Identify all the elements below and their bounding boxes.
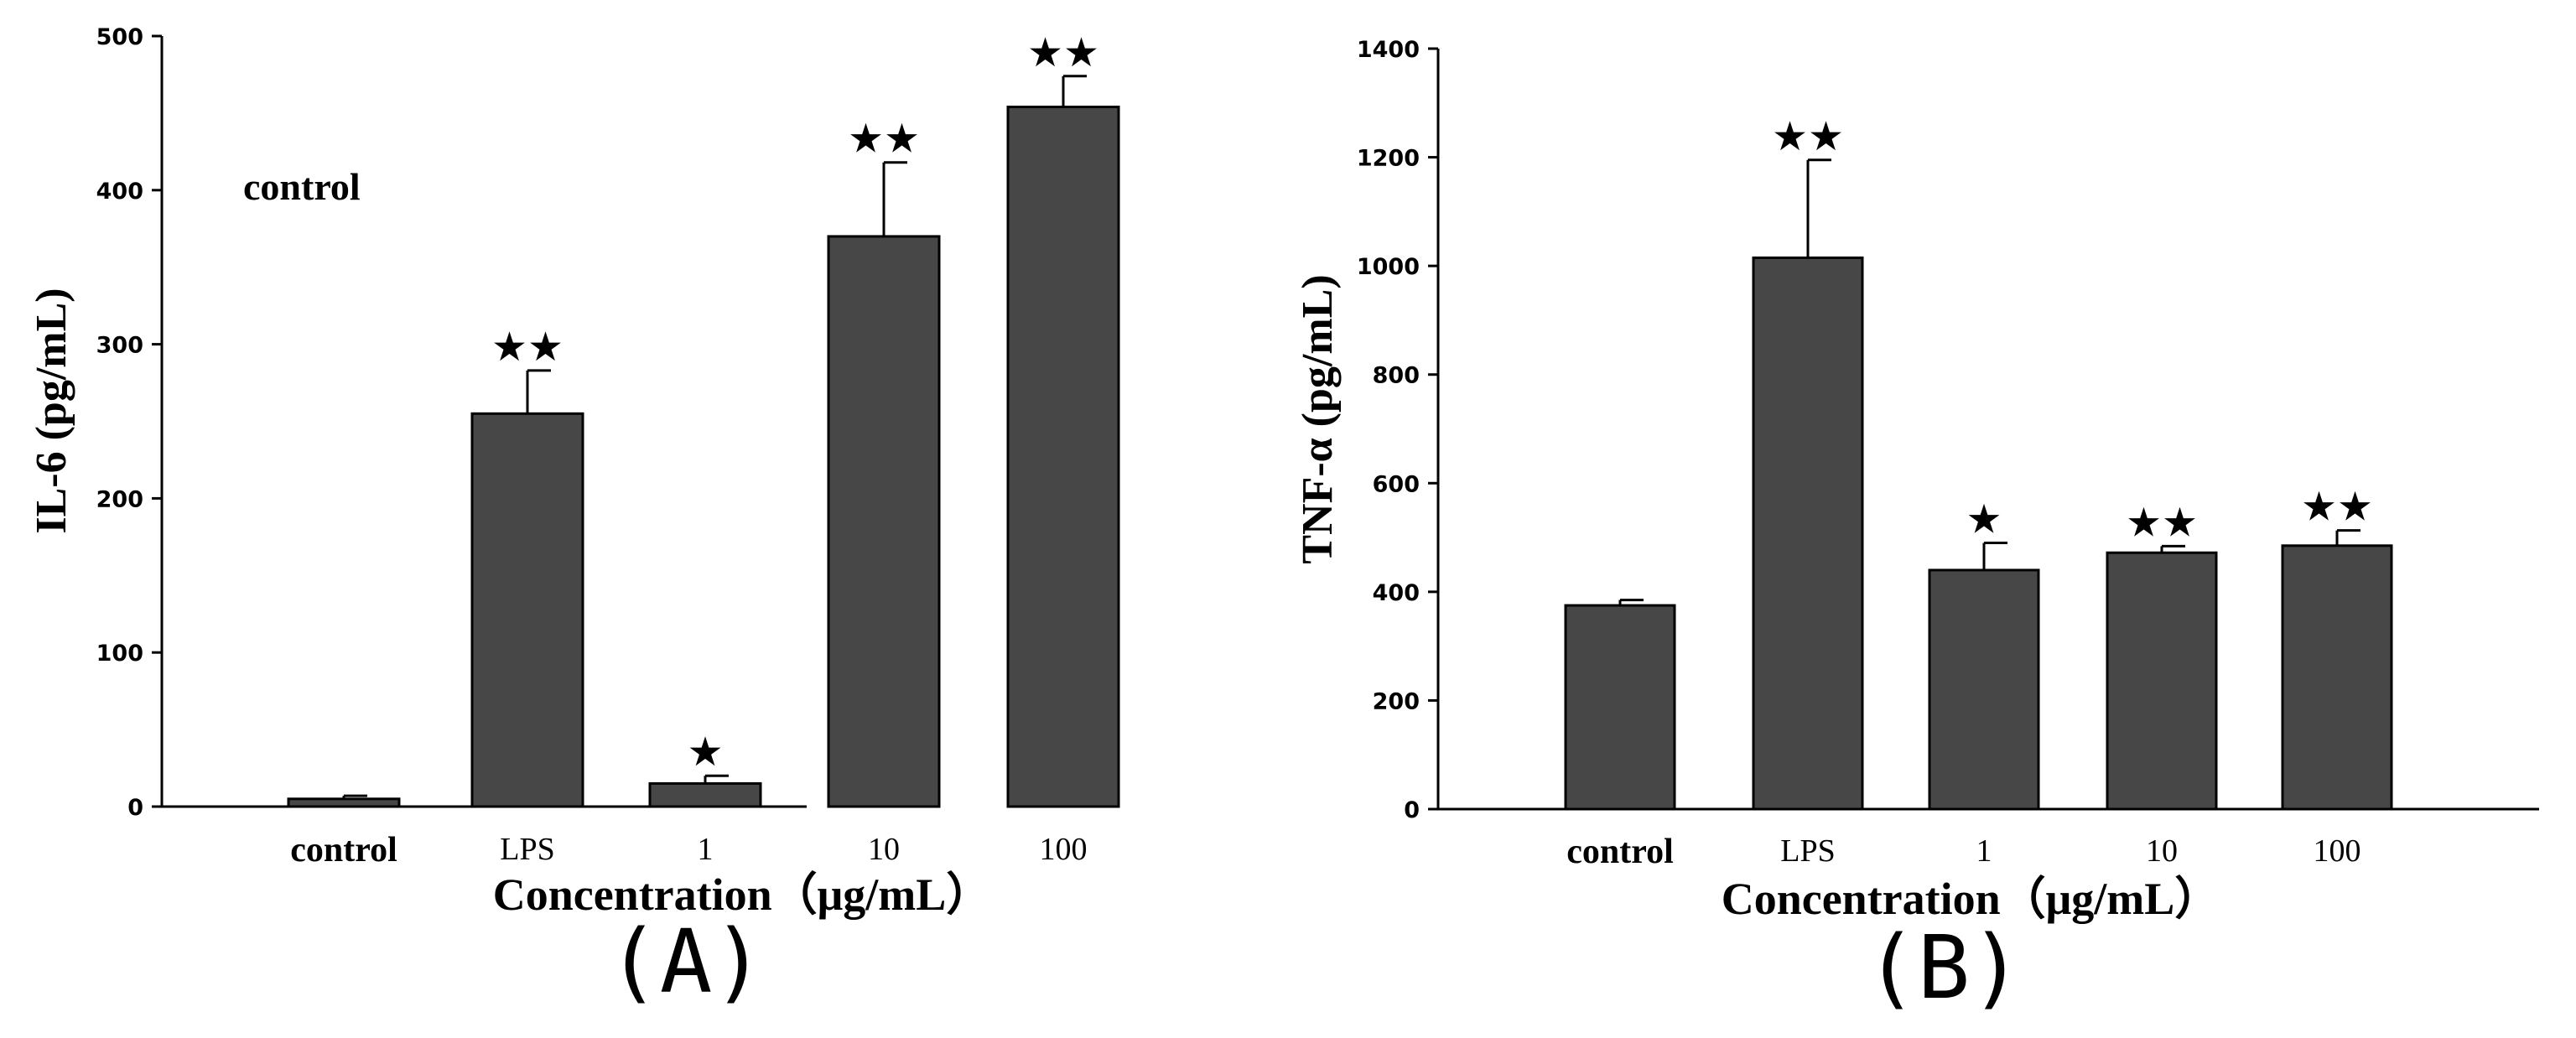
panel-b-y-tick-label: 0: [1404, 797, 1420, 823]
panel-b-bar: [1564, 604, 1676, 811]
panel-b-y-tick-label: 600: [1373, 471, 1420, 497]
panel-a-y-tick-label: 0: [127, 795, 143, 821]
panel-a-significance-label: ★★: [491, 324, 564, 371]
panel-b-y-tick-label: 200: [1373, 688, 1420, 714]
panel-b-x-axis-label: Concentration（μg/mL）: [1722, 874, 2220, 924]
panel-b-bar: [1928, 568, 2040, 811]
panel-a-y-tick-label: 200: [96, 486, 143, 512]
panel-b-y-tick-label: 1400: [1357, 37, 1420, 63]
panel-b-significance-label: ★★: [2126, 499, 2198, 546]
panel-a-caption: (A): [607, 911, 765, 1013]
panel-b-y-tick-label: 800: [1373, 363, 1420, 389]
panel-a-bar: [648, 781, 762, 808]
panel-b-y-tick-label: 1000: [1357, 254, 1420, 280]
panel-b-category-label: LPS: [1780, 833, 1835, 869]
panel-a-category-label: 10: [868, 832, 900, 867]
panel-b-caption: (B): [1865, 916, 2023, 1019]
panel-a-x-axis-label: Concentration（μg/mL）: [493, 869, 992, 920]
panel-b-bar: [2281, 544, 2393, 811]
panel-b-y-tick-label: 400: [1373, 580, 1420, 606]
panel-a-significance-label: ★: [687, 729, 723, 776]
panel-b-significance-label: ★: [1966, 496, 2002, 543]
panel-a-bar: [1006, 106, 1120, 808]
panel-a-category-label: 100: [1040, 832, 1088, 867]
panel-a-category-label: 1: [698, 832, 714, 867]
panel-b-y-axis-label: TNF-α (pg/mL): [1294, 274, 1342, 563]
panel-b-bar: [2106, 551, 2218, 811]
chart-panel-a: control IL-6 (pg/mL) Concentration（μg/mL…: [28, 24, 1120, 1013]
panel-a-category-label: LPS: [500, 832, 554, 867]
panel-a-significance-label: ★★: [848, 116, 920, 163]
panel-a-y-tick-label: 300: [96, 333, 143, 359]
panel-a-y-tick-label: 100: [96, 641, 143, 667]
panel-b-bar: [1752, 256, 1864, 811]
panel-b-significance-label: ★★: [2301, 484, 2373, 531]
panel-a-y-tick-label: 400: [96, 179, 143, 205]
panel-b-category-label: control: [1566, 833, 1674, 871]
panel-b-significance-label: ★★: [1772, 113, 1844, 160]
panel-a-bar: [470, 412, 584, 808]
panel-b-category-label: 1: [1976, 833, 1992, 869]
panel-a-bar: [827, 235, 941, 808]
panel-a-category-label: control: [290, 831, 397, 869]
panel-b-y-tick-label: 1200: [1357, 146, 1420, 172]
panel-a-y-tick-label: 500: [96, 24, 143, 50]
chart-panel-b: TNF-α (pg/mL) Concentration（μg/mL） (B) 0…: [1294, 37, 2539, 1019]
panel-b-category-label: 100: [2314, 833, 2361, 869]
panel-a-y-axis-label: IL-6 (pg/mL): [28, 288, 75, 533]
panel-a-significance-label: ★★: [1027, 29, 1099, 76]
panel-b-category-label: 10: [2146, 833, 2178, 869]
panel-a-annotation: control: [243, 165, 361, 208]
panel-a-bar: [287, 797, 401, 808]
